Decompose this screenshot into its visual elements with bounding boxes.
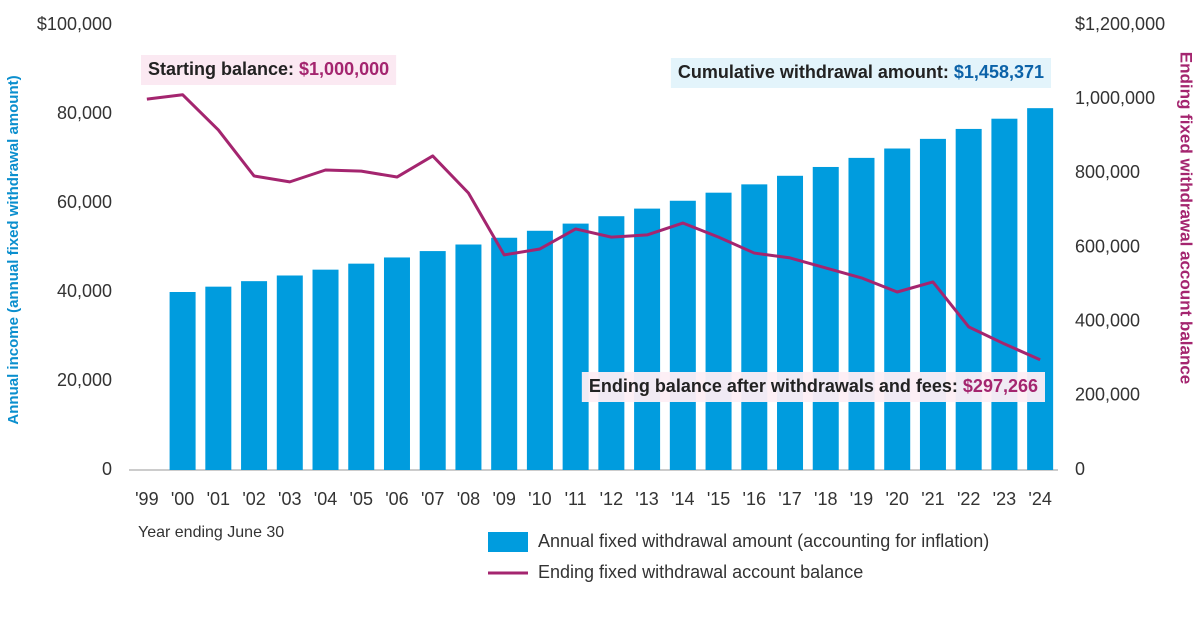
bar bbox=[205, 286, 232, 470]
bar bbox=[955, 128, 982, 470]
x-tick-label: '05 bbox=[350, 489, 373, 509]
y2-tick-label: 200,000 bbox=[1075, 385, 1140, 405]
bar bbox=[348, 263, 375, 470]
bar bbox=[241, 281, 268, 470]
x-tick-label: '02 bbox=[242, 489, 265, 509]
bar bbox=[562, 223, 589, 470]
y-tick-label: 20,000 bbox=[57, 370, 112, 390]
x-tick-label: '16 bbox=[743, 489, 766, 509]
annotation-text: Starting balance: $1,000,000 bbox=[148, 59, 389, 79]
x-tick-label: '14 bbox=[671, 489, 694, 509]
x-tick-label: '03 bbox=[278, 489, 301, 509]
y-tick-label: 80,000 bbox=[57, 103, 112, 123]
line bbox=[146, 93, 1041, 362]
y-tick-label: $100,000 bbox=[37, 14, 112, 34]
annotation-box bbox=[141, 55, 397, 85]
x-tick-label: '17 bbox=[778, 489, 801, 509]
y-tick-label: 0 bbox=[102, 459, 112, 479]
x-axis-title: Year ending June 30 bbox=[138, 524, 284, 541]
annotation-label: Starting balance: bbox=[148, 59, 299, 79]
y2-tick-label: 400,000 bbox=[1075, 310, 1140, 330]
bar bbox=[991, 118, 1018, 471]
bar bbox=[634, 208, 661, 471]
x-tick-label: '19 bbox=[850, 489, 873, 509]
bar bbox=[526, 230, 553, 470]
y2-tick-label: 1,000,000 bbox=[1075, 88, 1155, 108]
y2-tick-label: 800,000 bbox=[1075, 162, 1140, 182]
bar bbox=[812, 166, 839, 470]
x-tick-label: '00 bbox=[171, 489, 194, 509]
annotation-box bbox=[581, 372, 1045, 402]
annotation-value: $1,000,000 bbox=[299, 59, 389, 79]
y2-axis-title: Ending fixed withdrawal account balance bbox=[1177, 52, 1196, 385]
annotation: Ending balance after withdrawals and fee… bbox=[581, 372, 1045, 402]
y-axis-title: Annual income (annual fixed withdrawal a… bbox=[5, 75, 22, 424]
y2-tick-label: 0 bbox=[1075, 459, 1085, 479]
x-tick-label: '04 bbox=[314, 489, 337, 509]
bar bbox=[884, 148, 911, 470]
y2-tick-label: 600,000 bbox=[1075, 236, 1140, 256]
x-tick-label: '01 bbox=[207, 489, 230, 509]
x-tick-label: '09 bbox=[492, 489, 515, 509]
legend-swatch bbox=[488, 532, 528, 552]
bar bbox=[598, 216, 625, 470]
bar bbox=[169, 292, 196, 470]
annotation-label: Ending balance after withdrawals and fee… bbox=[589, 376, 963, 396]
x-tick-label: '18 bbox=[814, 489, 837, 509]
x-tick-label: '06 bbox=[385, 489, 408, 509]
y-tick-label: 40,000 bbox=[57, 281, 112, 301]
x-tick-label: '07 bbox=[421, 489, 444, 509]
x-tick-label: '20 bbox=[885, 489, 908, 509]
bar bbox=[491, 237, 518, 470]
annotation-text: Cumulative withdrawal amount: $1,458,371 bbox=[678, 62, 1044, 82]
annotation-text: Ending balance after withdrawals and fee… bbox=[589, 376, 1038, 396]
annotation: Cumulative withdrawal amount: $1,458,371 bbox=[670, 58, 1051, 88]
x-tick-label: '99 bbox=[135, 489, 158, 509]
x-tick-label: '11 bbox=[565, 489, 587, 509]
bar bbox=[741, 184, 768, 470]
x-tick-label: '24 bbox=[1028, 489, 1051, 509]
bar bbox=[455, 244, 482, 470]
bar bbox=[669, 200, 696, 470]
annotation-box bbox=[670, 58, 1051, 88]
annotation-label: Cumulative withdrawal amount: bbox=[678, 62, 954, 82]
bar bbox=[705, 192, 732, 470]
x-tick-label: '13 bbox=[635, 489, 658, 509]
x-tick-label: '12 bbox=[600, 489, 623, 509]
bar bbox=[276, 275, 303, 470]
bar bbox=[919, 138, 946, 471]
bar bbox=[1027, 108, 1054, 471]
y2-tick-label: $1,200,000 bbox=[1075, 14, 1165, 34]
legend-label: Ending fixed withdrawal account balance bbox=[538, 562, 863, 582]
x-tick-label: '21 bbox=[921, 489, 944, 509]
x-tick-label: '23 bbox=[993, 489, 1016, 509]
x-tick-label: '10 bbox=[528, 489, 551, 509]
bar bbox=[777, 175, 804, 470]
bar bbox=[312, 269, 339, 470]
x-tick-label: '15 bbox=[707, 489, 730, 509]
annotation: Starting balance: $1,000,000 bbox=[141, 55, 397, 85]
annotation-value: $297,266 bbox=[963, 376, 1038, 396]
bar bbox=[419, 251, 446, 470]
bar bbox=[848, 157, 875, 470]
annotation-value: $1,458,371 bbox=[954, 62, 1044, 82]
y-tick-label: 60,000 bbox=[57, 192, 112, 212]
x-tick-label: '08 bbox=[457, 489, 480, 509]
bar bbox=[383, 257, 410, 470]
legend-label: Annual fixed withdrawal amount (accounti… bbox=[538, 531, 989, 551]
x-tick-label: '22 bbox=[957, 489, 980, 509]
